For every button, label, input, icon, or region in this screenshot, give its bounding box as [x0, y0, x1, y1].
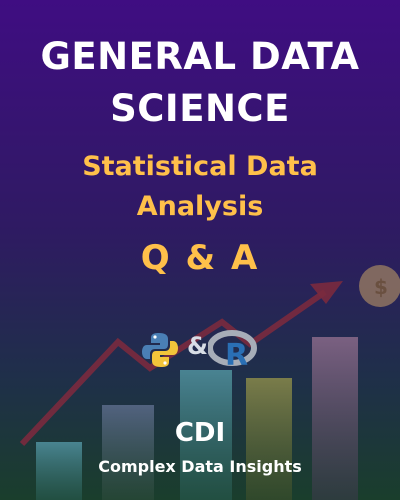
brand-tagline: Complex Data Insights [98, 457, 302, 476]
language-logos: & R [140, 328, 260, 372]
decor-bar [246, 378, 292, 500]
trend-arrow-line [19, 289, 327, 447]
coin-icon [359, 265, 400, 307]
ampersand: & [187, 332, 208, 360]
python-logo-icon [142, 333, 178, 367]
subtitle-line-2: Analysis [136, 191, 264, 222]
decor-bar [312, 337, 358, 500]
subtitle-line-1: Statistical Data [82, 151, 318, 182]
cover-title-line-1: GENERAL DATA [40, 35, 360, 78]
brand-name: CDI [174, 418, 226, 448]
decor-bar [36, 442, 82, 500]
r-logo-icon: R [208, 330, 257, 370]
cover-title-line-2: SCIENCE [110, 87, 290, 130]
coin-symbol: $ [374, 275, 388, 299]
decor-bar [102, 405, 154, 500]
r-logo-letter: R [225, 338, 248, 370]
decor-bar [180, 370, 232, 500]
qa-label: Q & A [140, 238, 260, 278]
trend-arrow-head [310, 281, 343, 304]
